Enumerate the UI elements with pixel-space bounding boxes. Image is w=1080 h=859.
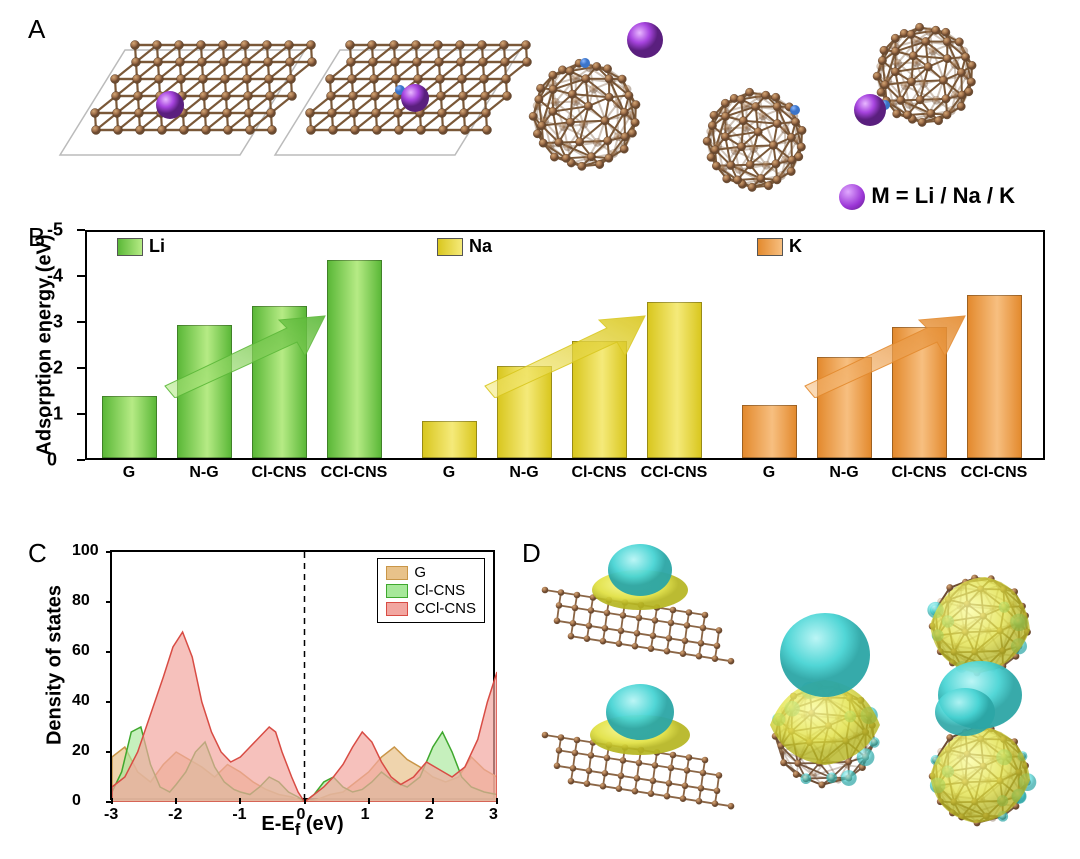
panel-d-charge-density	[525, 540, 1065, 845]
panel-d-svg	[525, 540, 1065, 845]
chart-c-area: GCl-CNSCCl-CNS -3-2-10123020406080100	[110, 550, 495, 800]
m-legend: M = Li / Na / K	[839, 183, 1015, 210]
panel-b-barchart: Adsorption energy (eV) 0-1-2-3-4-5LiGN-G…	[55, 230, 1055, 490]
bar-K-G	[742, 405, 797, 458]
legend-Li: Li	[117, 236, 165, 257]
bar-Li-G	[102, 396, 157, 458]
panel-c-dos: Density of states GCl-CNSCCl-CNS -3-2-10…	[55, 540, 505, 840]
xcat: G	[94, 464, 164, 482]
bar-Na-G	[422, 421, 477, 458]
panel-label-c: C	[28, 538, 47, 569]
xcat: CCl-CNS	[959, 464, 1029, 482]
chart-b-area: 0-1-2-3-4-5LiGN-GCl-CNSCCl-CNSNaGN-GCl-C…	[85, 230, 1045, 460]
xcat: N-G	[489, 464, 559, 482]
xcat: Cl-CNS	[564, 464, 634, 482]
legend-c: GCl-CNSCCl-CNS	[377, 558, 485, 623]
xcat: N-G	[809, 464, 879, 482]
panel-a-structures: M = Li / Na / K	[55, 20, 1045, 200]
xcat: CCl-CNS	[319, 464, 389, 482]
legend-K: K	[757, 236, 802, 257]
xcat: Cl-CNS	[244, 464, 314, 482]
c-xlabel: E-Ef (eV)	[110, 813, 495, 840]
trend-arrow-K	[797, 308, 977, 398]
xcat: N-G	[169, 464, 239, 482]
trend-arrow-Na	[477, 308, 657, 398]
legend-Na: Na	[437, 236, 492, 257]
xcat: G	[734, 464, 804, 482]
xcat: CCl-CNS	[639, 464, 709, 482]
c-ylabel: Density of states	[44, 585, 67, 745]
xcat: G	[414, 464, 484, 482]
xcat: Cl-CNS	[884, 464, 954, 482]
trend-arrow-Li	[157, 308, 337, 398]
panel-label-a: A	[28, 14, 45, 45]
